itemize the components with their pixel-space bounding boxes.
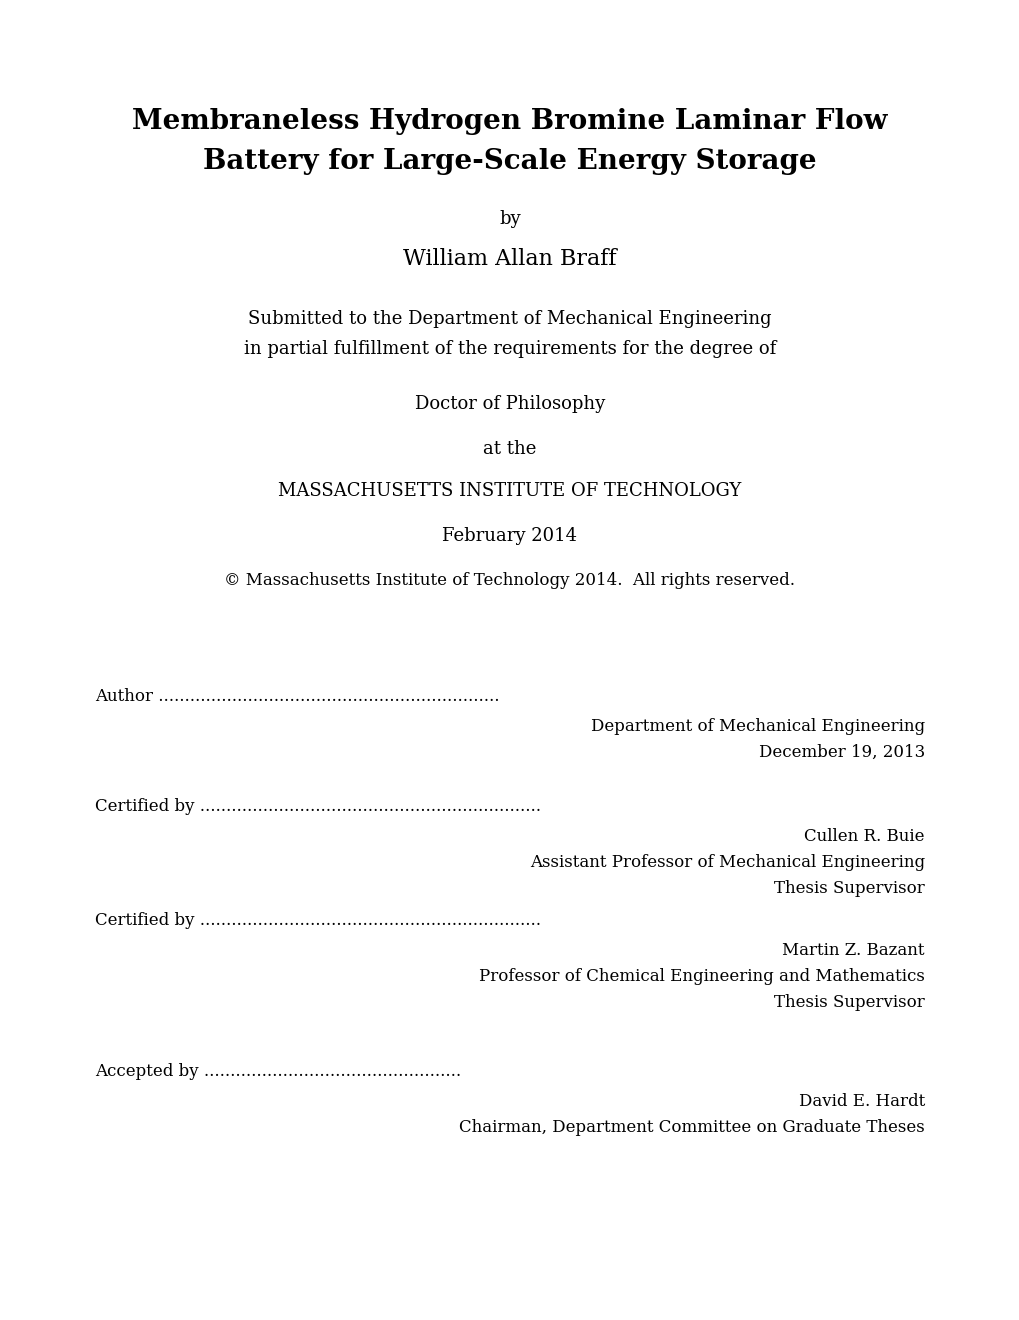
- Text: December 19, 2013: December 19, 2013: [758, 744, 924, 762]
- Text: Martin Z. Bazant: Martin Z. Bazant: [782, 942, 924, 960]
- Text: Membraneless Hydrogen Bromine Laminar Flow: Membraneless Hydrogen Bromine Laminar Fl…: [132, 108, 887, 135]
- Text: in partial fulfillment of the requirements for the degree of: in partial fulfillment of the requiremen…: [244, 341, 775, 358]
- Text: Thesis Supervisor: Thesis Supervisor: [773, 994, 924, 1011]
- Text: at the: at the: [483, 440, 536, 458]
- Text: Author .................................................................: Author .................................…: [95, 688, 499, 705]
- Text: © Massachusetts Institute of Technology 2014.  All rights reserved.: © Massachusetts Institute of Technology …: [224, 572, 795, 589]
- Text: Submitted to the Department of Mechanical Engineering: Submitted to the Department of Mechanica…: [248, 310, 771, 327]
- Text: February 2014: February 2014: [442, 527, 577, 545]
- Text: Professor of Chemical Engineering and Mathematics: Professor of Chemical Engineering and Ma…: [479, 968, 924, 985]
- Text: Battery for Large-Scale Energy Storage: Battery for Large-Scale Energy Storage: [203, 148, 816, 176]
- Text: William Allan Braff: William Allan Braff: [403, 248, 616, 271]
- Text: Certified by .................................................................: Certified by ...........................…: [95, 799, 540, 814]
- Text: Certified by .................................................................: Certified by ...........................…: [95, 912, 540, 929]
- Text: Cullen R. Buie: Cullen R. Buie: [804, 828, 924, 845]
- Text: MASSACHUSETTS INSTITUTE OF TECHNOLOGY: MASSACHUSETTS INSTITUTE OF TECHNOLOGY: [278, 482, 741, 500]
- Text: Doctor of Philosophy: Doctor of Philosophy: [415, 395, 604, 413]
- Text: Chairman, Department Committee on Graduate Theses: Chairman, Department Committee on Gradua…: [459, 1119, 924, 1137]
- Text: David E. Hardt: David E. Hardt: [798, 1093, 924, 1110]
- Text: by: by: [498, 210, 521, 228]
- Text: Thesis Supervisor: Thesis Supervisor: [773, 880, 924, 898]
- Text: Assistant Professor of Mechanical Engineering: Assistant Professor of Mechanical Engine…: [529, 854, 924, 871]
- Text: Accepted by .................................................: Accepted by ............................…: [95, 1063, 461, 1080]
- Text: Department of Mechanical Engineering: Department of Mechanical Engineering: [590, 718, 924, 735]
